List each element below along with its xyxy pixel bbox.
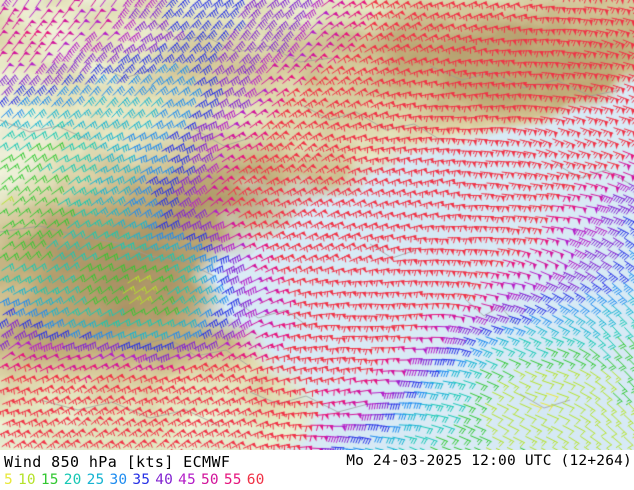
scale-stop-5: 5 [4,472,13,488]
scale-stop-30: 30 [109,472,128,488]
scale-stop-35: 35 [132,472,151,488]
scale-stop-40: 40 [155,472,174,488]
wind-speed-scale: 5 10 15 20 25 30 35 40 45 50 55 60 [4,472,270,488]
map-footer: Wind 850 hPa [kts] ECMWF Mo 24-03-2025 1… [0,450,634,490]
product-title: Wind 850 hPa [kts] ECMWF [4,453,231,471]
scale-stop-25: 25 [86,472,105,488]
scale-stop-10: 10 [17,472,36,488]
scale-stop-45: 45 [178,472,196,488]
scale-stop-20: 20 [63,472,82,488]
scale-stop-15: 15 [40,472,59,488]
run-timestamp: Mo 24-03-2025 12:00 UTC (12+264) [346,453,632,469]
wind-barb-layer [0,0,634,450]
scale-stop-55: 55 [223,472,242,488]
scale-stop-50: 50 [200,472,219,488]
wind-barb-map[interactable] [0,0,634,450]
scale-stop-60: 60 [246,472,265,488]
